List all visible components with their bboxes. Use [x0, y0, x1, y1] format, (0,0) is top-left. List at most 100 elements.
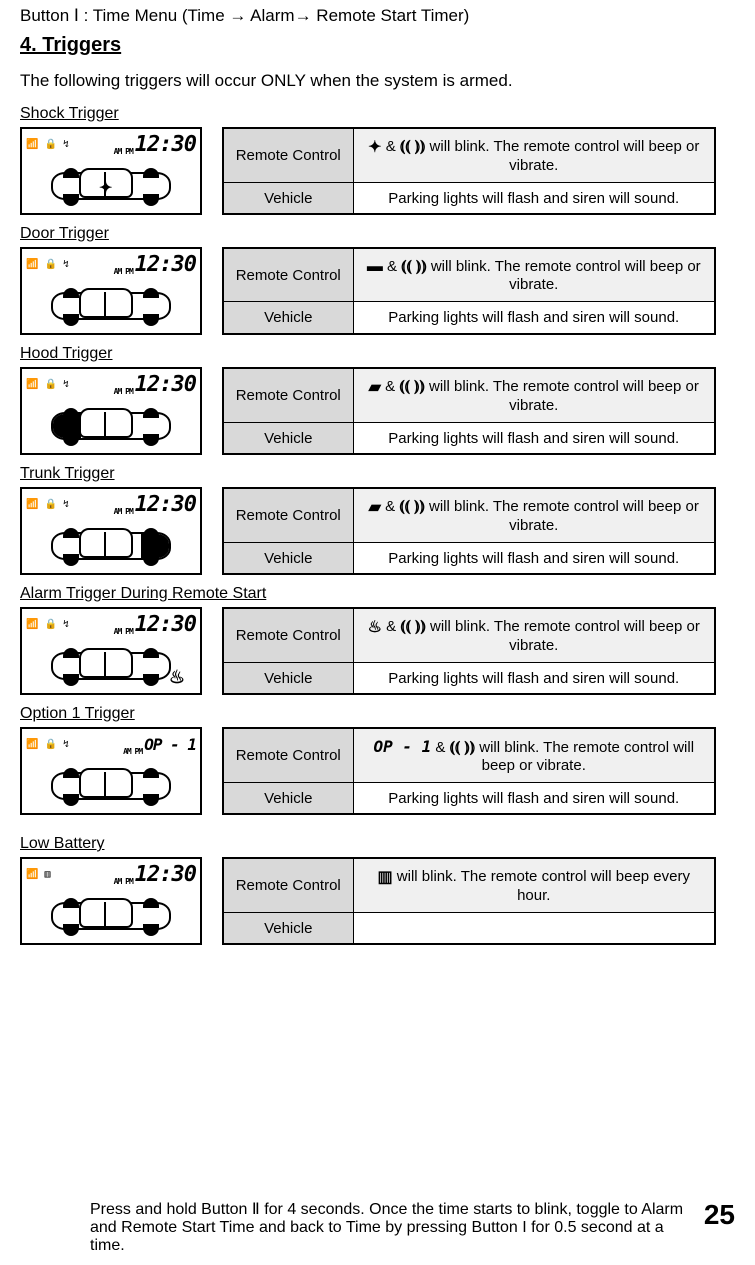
remote-label-cell: Remote Control: [223, 488, 353, 543]
car-graphic: [41, 284, 181, 328]
lcd-display: 📶 🔒 ↯ AM PMOP - 1: [20, 727, 202, 815]
lcd-time-block: AM PM12:30: [114, 254, 196, 276]
car-cabin: [79, 898, 133, 928]
lcd-time-block: AM PMOP - 1: [123, 734, 196, 756]
intro-text: The following triggers will occur ONLY w…: [20, 71, 735, 91]
car-center-line: [104, 292, 106, 316]
remote-content-cell: ▥ will blink. The remote control will be…: [353, 858, 715, 913]
car-wheel: [63, 768, 79, 778]
car-center-line: [104, 902, 106, 926]
text-suffix: will blink. The remote control will beep…: [475, 739, 694, 774]
amp-text: &: [381, 378, 399, 395]
lcd-top-bar: 📶 🔒 ↯ AM PM12:30: [22, 489, 200, 519]
car-cabin: [79, 288, 133, 318]
car-wheel: [143, 194, 159, 206]
car-wheel: [143, 794, 159, 806]
car-graphic: ✦: [41, 164, 181, 208]
car-graphic: [41, 894, 181, 938]
lcd-status-icons: 📶 🔒 ↯: [26, 260, 69, 270]
text-suffix: will blink. The remote control will beep…: [393, 868, 690, 904]
remote-label-cell: Remote Control: [223, 608, 353, 663]
text-suffix: will blink. The remote control will beep…: [425, 378, 699, 414]
lcd-time-block: AM PM12:30: [114, 864, 196, 886]
car-wheel: [63, 898, 79, 908]
car-center-line: [104, 772, 106, 796]
car-graphic: ♨: [41, 644, 181, 688]
trigger-table: Remote Control ▰ & ⦅⦅ ⦆⦆ will blink. The…: [222, 487, 716, 575]
lcd-display: 📶 🔒 ↯ AM PM12:30: [20, 247, 202, 335]
shock-icon: ✦: [368, 139, 381, 156]
car-wheel: [63, 168, 79, 178]
low-battery-heading: Low Battery: [20, 835, 735, 853]
car-cabin: [79, 768, 133, 798]
lcd-top-bar: 📶 🔒 ↯ AM PM12:30: [22, 129, 200, 159]
trigger-table: Remote Control ▰ & ⦅⦅ ⦆⦆ will blink. The…: [222, 367, 716, 455]
car-wheel: [63, 528, 79, 538]
lcd-ampm: AM PM: [114, 268, 133, 276]
lcd-op1-display: OP - 1: [144, 734, 196, 756]
remote-label-cell: Remote Control: [223, 248, 353, 302]
amp-text: &: [431, 739, 449, 756]
lcd-time: 12:30: [135, 494, 196, 516]
lcd-status-icons: 📶 🔒 ↯: [26, 620, 69, 630]
lcd-status-icons: 📶 🔒 ↯: [26, 380, 69, 390]
top-button-line: Button Ⅰ : Time Menu (Time → Alarm→ Remo…: [20, 6, 735, 26]
lcd-time: 12:30: [135, 614, 196, 636]
op1-icon: OP - 1: [373, 737, 431, 756]
car-wheel: [143, 288, 159, 298]
lcd-ampm: AM PM: [114, 148, 133, 156]
trigger-heading: Option 1 Trigger: [20, 705, 735, 723]
exhaust-icon: ♨: [169, 667, 185, 688]
car-wheel: [143, 648, 159, 658]
car-wheel: [63, 288, 79, 298]
lcd-ampm: AM PM: [114, 508, 133, 516]
car-wheel: [143, 924, 159, 936]
car-wheel: [63, 794, 79, 806]
car-wheel: [143, 674, 159, 686]
trigger-row: 📶 🔒 ↯ AM PMOP - 1 Remote Control OP - 1 …: [20, 727, 735, 815]
text-suffix: will blink. The remote control will beep…: [425, 498, 699, 534]
trigger-heading: Hood Trigger: [20, 345, 735, 363]
car-cabin: [79, 528, 133, 558]
trigger-heading: Shock Trigger: [20, 105, 735, 123]
lcd-time-block: AM PM12:30: [114, 374, 196, 396]
lcd-time: 12:30: [135, 374, 196, 396]
vehicle-label-cell: Vehicle: [223, 423, 353, 454]
siren-right-icon: ⦆⦆: [415, 138, 426, 155]
vehicle-label-cell: Vehicle: [223, 183, 353, 214]
siren-right-icon: ⦆⦆: [415, 618, 426, 635]
car-cabin: [79, 408, 133, 438]
car-center-line: [104, 532, 106, 556]
remote-content-cell: OP - 1 & ⦅⦅ ⦆⦆ will blink. The remote co…: [353, 728, 715, 783]
lcd-display: 📶 🔒 ↯ AM PM12:30: [20, 367, 202, 455]
car-wheel: [143, 768, 159, 778]
siren-right-icon: ⦆⦆: [416, 258, 427, 275]
lcd-car-area: [22, 519, 200, 573]
footer-row: Press and hold Button Ⅱ for 4 seconds. O…: [90, 1199, 735, 1255]
lcd-display: 📶 🔒 ↯ AM PM12:30 ✦: [20, 127, 202, 215]
lcd-car-area: [22, 889, 200, 943]
lcd-ampm: AM PM: [123, 748, 142, 756]
lcd-car-area: [22, 759, 200, 813]
remote-label-cell: Remote Control: [223, 728, 353, 783]
lcd-car-area: [22, 279, 200, 333]
vehicle-content-cell: Parking lights will flash and siren will…: [353, 783, 715, 814]
remote-content-cell: ▰ & ⦅⦅ ⦆⦆ will blink. The remote control…: [353, 368, 715, 423]
vehicle-content-cell: Parking lights will flash and siren will…: [353, 183, 715, 214]
lcd-time: 12:30: [135, 134, 196, 156]
trigger-table: Remote Control OP - 1 & ⦅⦅ ⦆⦆ will blink…: [222, 727, 716, 815]
vehicle-content-cell: Parking lights will flash and siren will…: [353, 423, 715, 454]
remote-label-cell: Remote Control: [223, 128, 353, 183]
car-wheel: [143, 434, 159, 446]
trigger-table: Remote Control ♨ & ⦅⦅ ⦆⦆ will blink. The…: [222, 607, 716, 695]
trigger-row: 📶 🔒 ↯ AM PM12:30 ♨ Remote Control ♨ & ⦅⦅…: [20, 607, 735, 695]
lcd-car-area: ♨: [22, 639, 200, 693]
page-root: Button Ⅰ : Time Menu (Time → Alarm→ Remo…: [0, 0, 755, 1265]
hood-fill: [53, 414, 81, 438]
vehicle-content-cell: [353, 913, 715, 944]
lcd-status-icons: 📶 ▥: [26, 870, 51, 880]
lcd-display: 📶 🔒 ↯ AM PM12:30 ♨: [20, 607, 202, 695]
lcd-ampm: AM PM: [114, 628, 133, 636]
car-wheel: [63, 314, 79, 326]
car-wheel: [63, 674, 79, 686]
